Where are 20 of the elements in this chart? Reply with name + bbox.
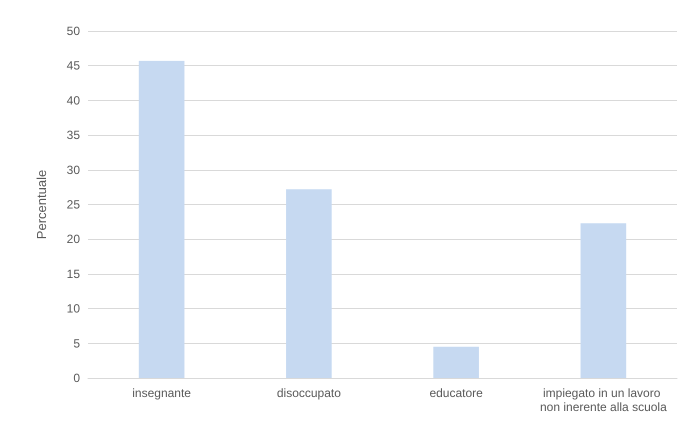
x-tick-label: educatore (429, 386, 484, 400)
y-axis-title: Percentuale (34, 170, 49, 240)
y-tick-label: 15 (66, 266, 80, 281)
x-tick-label: insegnante (132, 386, 192, 400)
bar (138, 60, 184, 378)
y-tick-label: 0 (73, 371, 80, 385)
y-tick-label: 50 (66, 24, 80, 38)
y-tick-label: 40 (66, 93, 80, 108)
y-tick-label: 35 (66, 128, 80, 142)
y-tick-label: 20 (66, 232, 80, 246)
y-tick-label: 5 (73, 336, 80, 350)
y-tick-label: 10 (66, 302, 80, 316)
y-tick-label: 30 (66, 162, 80, 177)
bar (433, 346, 479, 378)
x-tick-label: disoccupato (276, 386, 342, 400)
y-tick-label: 25 (66, 198, 80, 212)
bar (286, 189, 332, 378)
y-tick-label: 45 (66, 58, 80, 73)
x-tick-label: impiegato in un lavoro non inerente alla scuola (540, 386, 668, 414)
bar (580, 223, 626, 378)
